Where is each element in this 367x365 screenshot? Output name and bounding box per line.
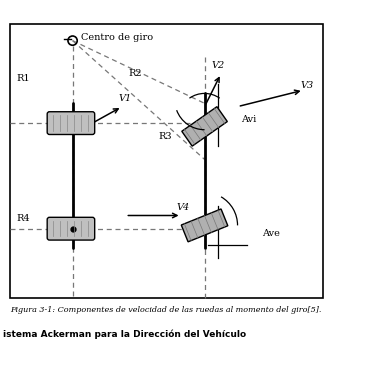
Text: V3: V3 [300,81,313,90]
FancyBboxPatch shape [47,217,95,240]
Text: V4: V4 [177,203,190,212]
Text: istema Ackerman para la Dirección del Vehículo: istema Ackerman para la Dirección del Ve… [3,330,246,339]
Text: Figura 3-1: Componentes de velocidad de las ruedas al momento del giro[5].: Figura 3-1: Componentes de velocidad de … [10,306,321,314]
Text: R1: R1 [16,74,30,83]
FancyBboxPatch shape [47,112,95,134]
Text: R3: R3 [158,132,172,141]
Text: R4: R4 [16,214,30,223]
Polygon shape [181,209,228,242]
Text: Centro de giro: Centro de giro [81,34,153,42]
Bar [10,24,323,298]
Polygon shape [182,107,227,146]
Text: V1: V1 [119,94,132,103]
Text: R2: R2 [128,69,142,78]
Text: Ave: Ave [262,229,280,238]
Text: V2: V2 [211,61,224,70]
Text: Avi: Avi [241,115,257,124]
